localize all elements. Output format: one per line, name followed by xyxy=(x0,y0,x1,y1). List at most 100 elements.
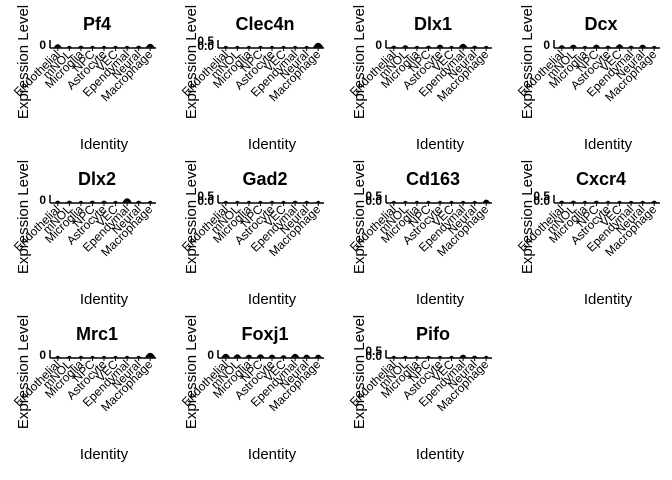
y-tick-label: 0 xyxy=(375,38,382,52)
violin-microglia xyxy=(246,45,252,48)
x-axis-title: Identity xyxy=(80,291,129,308)
violin-npc xyxy=(426,200,431,203)
violin-neural xyxy=(135,45,142,48)
x-axis-title: Identity xyxy=(416,446,465,463)
x-axis-title: Identity xyxy=(584,291,633,308)
violin-endothelial xyxy=(223,45,229,48)
violin-mnol xyxy=(569,44,577,48)
violin-microglia xyxy=(78,355,84,358)
panel-title: Dlx2 xyxy=(78,169,116,189)
x-axis-title: Identity xyxy=(416,136,465,153)
violin-npc xyxy=(89,200,96,203)
violin-neural xyxy=(303,354,311,358)
y-tick-label: 0.5 xyxy=(197,189,214,203)
violin-microglia xyxy=(245,354,253,358)
x-axis-title: Identity xyxy=(416,291,465,308)
violin-vec xyxy=(281,200,286,203)
panel-title: Dcx xyxy=(584,14,617,34)
violin-vec xyxy=(112,45,119,48)
violin-mnol xyxy=(234,200,240,203)
panel-title: Clec4n xyxy=(235,14,294,34)
y-axis-title: Expression Level xyxy=(351,5,368,119)
violin-npc xyxy=(593,200,600,203)
violin-ependymal xyxy=(292,45,298,48)
violin-macrophage xyxy=(315,200,321,203)
violin-microglia xyxy=(582,45,588,48)
y-axis-title: Expression Level xyxy=(15,5,32,119)
violin-vec xyxy=(112,200,119,203)
violin-mnol xyxy=(66,45,72,48)
violin-npc xyxy=(89,45,96,48)
violin-neural xyxy=(304,45,310,48)
violin-macrophage xyxy=(147,200,153,203)
y-tick-label: 0.0 xyxy=(197,194,214,208)
y-tick-label: 0.5 xyxy=(197,34,214,48)
violin-microglia xyxy=(246,200,252,203)
panel-title: Dlx1 xyxy=(414,14,452,34)
violin-ependymal xyxy=(290,353,300,358)
y-tick-label: 0.5 xyxy=(365,344,382,358)
violin-astrocyte xyxy=(269,45,275,48)
violin-neural xyxy=(472,200,478,203)
y-axis-title: Expression Level xyxy=(15,160,32,274)
violin-npc xyxy=(425,355,432,358)
violin-endothelial xyxy=(391,355,397,358)
violin-macrophage xyxy=(313,42,324,48)
violin-vec xyxy=(280,355,287,358)
violin-neural xyxy=(471,355,478,358)
y-axis-title: Expression Level xyxy=(183,5,200,119)
violin-vec xyxy=(615,44,624,48)
y-tick-label: 0.0 xyxy=(533,194,550,208)
violin-astrocyte xyxy=(268,354,276,358)
y-axis-title: Expression Level xyxy=(519,160,536,274)
y-tick-label: 0 xyxy=(39,38,46,52)
y-axis-title: Expression Level xyxy=(15,315,32,429)
y-tick-label: 0 xyxy=(39,193,46,207)
violin-ependymal xyxy=(124,355,130,358)
violin-ependymal xyxy=(124,45,130,48)
violin-npc xyxy=(592,44,601,48)
y-tick-label: 0 xyxy=(543,38,550,52)
violin-vec xyxy=(113,355,118,358)
violin-macrophage xyxy=(651,200,658,203)
y-tick-label: 0 xyxy=(207,348,214,362)
violin-mnol xyxy=(66,200,73,203)
violin-astrocyte xyxy=(100,200,108,203)
violin-microglia xyxy=(414,200,420,203)
violin-microglia xyxy=(78,200,84,203)
violin-vec xyxy=(616,200,623,203)
violin-mnol xyxy=(570,200,577,203)
y-tick-label: 0.0 xyxy=(197,39,214,53)
x-axis-title: Identity xyxy=(80,136,129,153)
violin-astrocyte xyxy=(605,200,611,203)
panel-title: Gad2 xyxy=(242,169,287,189)
panel-title: Mrc1 xyxy=(76,324,118,344)
violin-neural xyxy=(639,44,647,48)
violin-neural xyxy=(135,200,142,203)
violin-macrophage xyxy=(483,355,489,358)
y-axis-title: Expression Level xyxy=(183,315,200,429)
violin-macrophage xyxy=(145,43,155,48)
y-tick-label: 0.5 xyxy=(365,189,382,203)
panel-title: Pf4 xyxy=(83,14,111,34)
x-axis-title: Identity xyxy=(248,291,297,308)
violin-astrocyte xyxy=(436,44,444,48)
violin-macrophage xyxy=(482,199,490,203)
violin-ependymal xyxy=(460,200,466,203)
violin-astrocyte xyxy=(101,45,107,48)
violin-endothelial xyxy=(54,200,61,203)
violin-vec xyxy=(448,45,455,48)
violin-mnol xyxy=(402,355,408,358)
y-axis-title: Expression Level xyxy=(183,160,200,274)
violin-endothelial xyxy=(390,45,397,48)
